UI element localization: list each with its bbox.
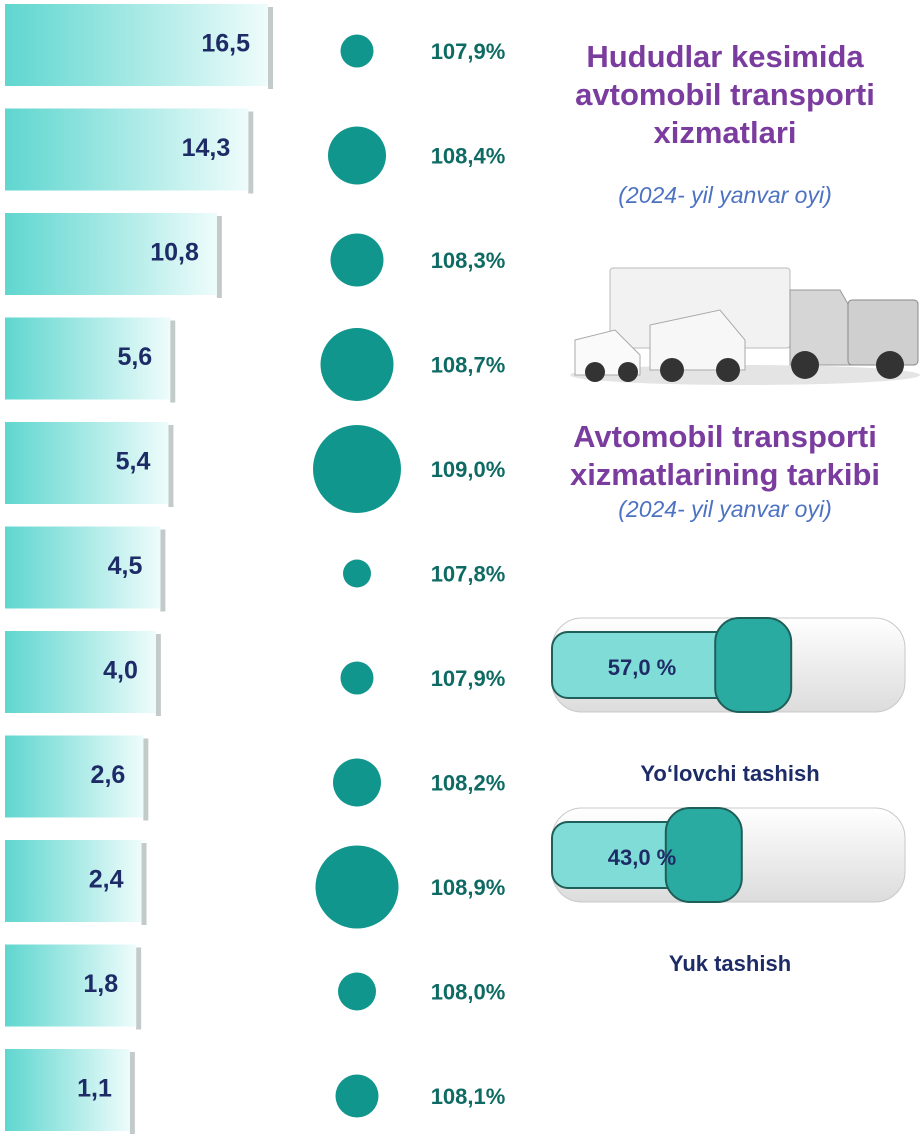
infographic: 16,5 14,3 10,8 5,6 5,4 4,5 4,0 2,6 2,4 1,8 1,1 107,… bbox=[0, 0, 922, 1135]
bubble-value-label: 107,8% bbox=[431, 561, 506, 586]
bubble-value-label: 108,3% bbox=[431, 248, 506, 273]
slider-category-label: Yuk tashish bbox=[669, 951, 791, 976]
bar-shadow bbox=[170, 321, 175, 403]
bubble-value-label: 108,1% bbox=[431, 1084, 506, 1109]
bubble bbox=[328, 127, 386, 185]
bar-shadow bbox=[168, 425, 173, 507]
chart-subtitle: (2024- yil yanvar oyi) bbox=[525, 182, 922, 209]
bar-shadow bbox=[268, 7, 273, 89]
bubble-value-label: 107,9% bbox=[431, 39, 506, 64]
bubble-value-label: 108,0% bbox=[431, 979, 506, 1004]
slider-category-label: Yo‘lovchi tashish bbox=[640, 761, 819, 786]
bar-value-label: 1,1 bbox=[77, 1075, 112, 1103]
chart-title: Hududlar kesimida avtomobil transporti x… bbox=[525, 38, 922, 152]
slider-value-label: 57,0 % bbox=[608, 655, 677, 680]
bar-value-label: 4,5 bbox=[108, 552, 143, 580]
bubble-value-label: 109,0% bbox=[431, 457, 506, 482]
bar-shadow bbox=[136, 948, 141, 1030]
bubble bbox=[341, 662, 374, 695]
bar-value-label: 1,8 bbox=[83, 970, 118, 998]
bubble bbox=[321, 328, 394, 401]
bar-shadow bbox=[248, 112, 253, 194]
bar-shadow bbox=[130, 1052, 135, 1134]
bar-shadow bbox=[217, 216, 222, 298]
bar-value-label: 14,3 bbox=[182, 134, 231, 162]
chart: 16,5 14,3 10,8 5,6 5,4 4,5 4,0 2,6 2,4 1,8 1,1 107,… bbox=[0, 0, 922, 1135]
bar-value-label: 10,8 bbox=[150, 239, 199, 267]
bar-shadow bbox=[142, 843, 147, 925]
bubble-value-label: 108,4% bbox=[431, 143, 506, 168]
bubble bbox=[333, 759, 381, 807]
bar-shadow bbox=[156, 634, 161, 716]
bubble-value-label: 108,9% bbox=[431, 875, 506, 900]
slider-knob bbox=[666, 808, 742, 902]
bar-value-label: 5,4 bbox=[116, 448, 151, 476]
bubble-value-label: 108,7% bbox=[431, 352, 506, 377]
bubble bbox=[343, 560, 371, 588]
slider-value-label: 43,0 % bbox=[608, 845, 677, 870]
bar-shadow bbox=[143, 739, 148, 821]
bubble-value-label: 108,2% bbox=[431, 770, 506, 795]
truck-illustration bbox=[570, 268, 920, 385]
bubble bbox=[338, 973, 376, 1011]
bar-value-label: 16,5 bbox=[201, 30, 250, 58]
bubble bbox=[341, 35, 374, 68]
share-title: Avtomobil transporti xizmatlarining tark… bbox=[520, 418, 922, 494]
bar-value-label: 5,6 bbox=[117, 343, 152, 371]
bubble bbox=[331, 234, 384, 287]
bar-value-label: 2,4 bbox=[89, 866, 124, 894]
bubble bbox=[336, 1075, 379, 1118]
bubble bbox=[316, 846, 399, 929]
share-subtitle: (2024- yil yanvar oyi) bbox=[525, 496, 922, 523]
slider-knob bbox=[715, 618, 791, 712]
bar-value-label: 4,0 bbox=[103, 657, 138, 685]
bar-value-label: 2,6 bbox=[91, 761, 126, 789]
bubble-value-label: 107,9% bbox=[431, 666, 506, 691]
bar-shadow bbox=[160, 530, 165, 612]
bubble bbox=[313, 425, 401, 513]
